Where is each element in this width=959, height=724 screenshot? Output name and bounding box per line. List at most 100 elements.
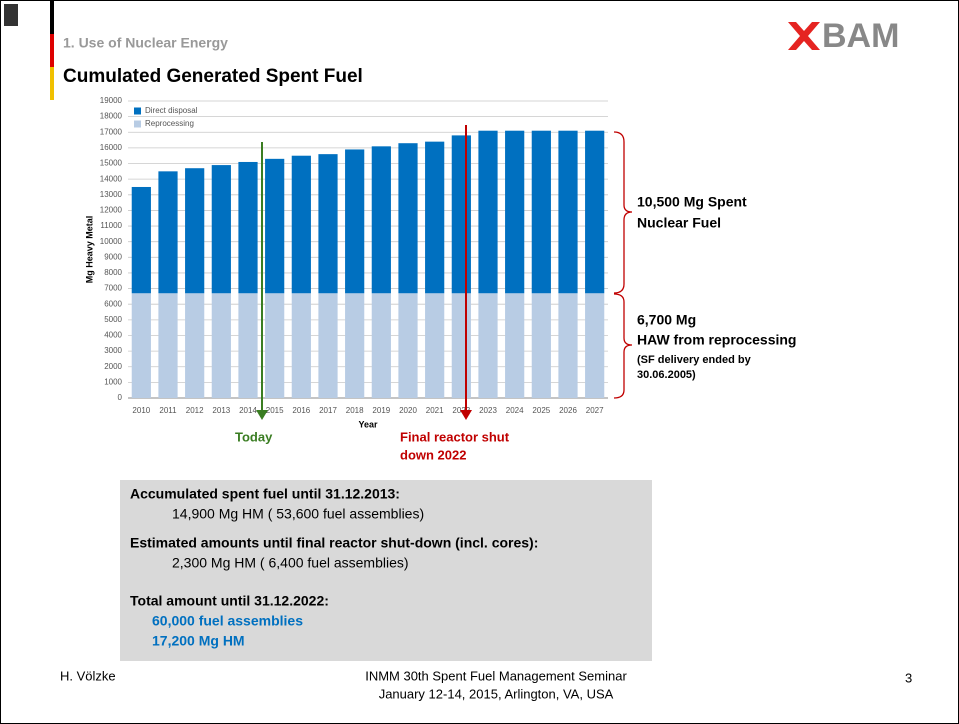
bar-segment xyxy=(185,293,205,398)
y-tick-label: 6000 xyxy=(104,299,122,308)
bar-segment xyxy=(211,165,231,294)
callout-note: 30.06.2005) xyxy=(637,369,696,381)
bar-segment xyxy=(531,293,551,398)
legend-swatch xyxy=(134,107,141,115)
y-tick-label: 1000 xyxy=(104,377,122,386)
summary-line: 2,300 Mg HM ( 6,400 fuel assemblies) xyxy=(172,555,409,571)
bar-segment xyxy=(158,171,178,294)
y-tick-label: 3000 xyxy=(104,346,122,355)
bar-segment xyxy=(185,168,205,294)
footer-event: January 12-14, 2015, Arlington, VA, USA xyxy=(379,686,614,701)
shutdown-label: down 2022 xyxy=(400,447,466,462)
logo-x xyxy=(788,22,820,50)
y-tick-label: 4000 xyxy=(104,331,122,340)
x-tick-label: 2015 xyxy=(266,406,284,415)
bar-segment xyxy=(371,293,391,398)
bar-segment xyxy=(131,186,151,294)
bar-segment xyxy=(238,293,258,398)
x-tick-label: 2020 xyxy=(399,406,417,415)
brace-lower xyxy=(613,293,633,399)
summary-box xyxy=(120,480,652,661)
bar-segment xyxy=(558,130,578,294)
y-tick-label: 16000 xyxy=(100,143,123,152)
bar-segment xyxy=(345,293,365,398)
x-tick-label: 2014 xyxy=(239,406,257,415)
y-tick-label: 18000 xyxy=(100,112,123,121)
bar-segment xyxy=(371,146,391,294)
shutdown-label: Final reactor shut xyxy=(400,429,510,444)
y-axis-label: Mg Heavy Metal xyxy=(84,216,94,284)
flag-black xyxy=(50,0,54,34)
y-tick-label: 0 xyxy=(118,393,123,402)
y-tick-label: 15000 xyxy=(100,159,123,168)
y-tick-label: 14000 xyxy=(100,174,123,183)
summary-line: 14,900 Mg HM ( 53,600 fuel assemblies) xyxy=(172,506,424,522)
y-tick-label: 2000 xyxy=(104,362,122,371)
x-tick-label: 2021 xyxy=(426,406,444,415)
legend-swatch xyxy=(134,120,141,128)
callout: 10,500 Mg Spent xyxy=(637,194,747,210)
x-tick-label: 2013 xyxy=(212,406,230,415)
bar-segment xyxy=(265,158,285,294)
x-tick-label: 2019 xyxy=(372,406,390,415)
x-tick-label: 2026 xyxy=(559,406,577,415)
summary-line: 17,200 Mg HM xyxy=(152,633,245,649)
y-tick-label: 7000 xyxy=(104,284,122,293)
bar-segment xyxy=(451,135,471,294)
bar-segment xyxy=(265,293,285,398)
y-tick-label: 17000 xyxy=(100,127,123,136)
shutdown-arrowhead xyxy=(460,410,472,420)
summary-line: 60,000 fuel assemblies xyxy=(152,613,303,629)
bar-segment xyxy=(478,130,498,294)
page-number: 3 xyxy=(905,670,912,685)
x-tick-label: 2011 xyxy=(159,406,177,415)
bar-segment xyxy=(318,154,338,294)
summary-heading: Accumulated spent fuel until 31.12.2013: xyxy=(130,486,400,502)
bar-segment xyxy=(558,293,578,398)
callout: Nuclear Fuel xyxy=(637,215,721,231)
today-label: Today xyxy=(235,429,273,444)
today-arrowhead xyxy=(256,410,268,420)
y-tick-label: 11000 xyxy=(100,221,122,230)
section-title: 1. Use of Nuclear Energy xyxy=(63,35,228,51)
x-tick-label: 2027 xyxy=(586,406,604,415)
bar-segment xyxy=(158,293,178,398)
bar-segment xyxy=(398,293,418,398)
legend-label: Direct disposal xyxy=(145,106,198,115)
bar-segment xyxy=(585,130,605,294)
footer-event: INMM 30th Spent Fuel Management Seminar xyxy=(365,668,627,683)
x-tick-label: 2024 xyxy=(506,406,524,415)
bar-segment xyxy=(398,143,418,294)
x-axis-label: Year xyxy=(358,419,378,429)
bar-segment xyxy=(585,293,605,398)
bar-segment xyxy=(318,293,338,398)
x-tick-label: 2010 xyxy=(132,406,150,415)
x-tick-label: 2017 xyxy=(319,406,337,415)
logo: BAM xyxy=(822,17,899,55)
bar-segment xyxy=(505,293,525,398)
slide-title: Cumulated Generated Spent Fuel xyxy=(63,66,363,87)
bar-segment xyxy=(425,141,445,294)
legend-label: Reprocessing xyxy=(145,119,194,128)
bar-segment xyxy=(291,293,311,398)
x-tick-label: 2023 xyxy=(479,406,497,415)
bar-segment xyxy=(478,293,498,398)
x-tick-label: 2025 xyxy=(532,406,550,415)
bar-segment xyxy=(238,161,258,294)
x-tick-label: 2018 xyxy=(346,406,364,415)
bar-segment xyxy=(531,130,551,294)
callout: HAW from reprocessing xyxy=(637,332,796,348)
callout-note: (SF delivery ended by xyxy=(637,354,752,366)
footer-author: H. Völzke xyxy=(60,668,116,683)
y-tick-label: 13000 xyxy=(100,190,123,199)
y-tick-label: 9000 xyxy=(104,252,122,261)
x-tick-label: 2016 xyxy=(292,406,310,415)
y-tick-label: 19000 xyxy=(100,96,123,105)
callout: 6,700 Mg xyxy=(637,312,696,328)
summary-heading: Total amount until 31.12.2022: xyxy=(130,593,329,609)
bar-segment xyxy=(345,149,365,294)
bar-segment xyxy=(451,293,471,398)
y-tick-label: 8000 xyxy=(104,268,122,277)
